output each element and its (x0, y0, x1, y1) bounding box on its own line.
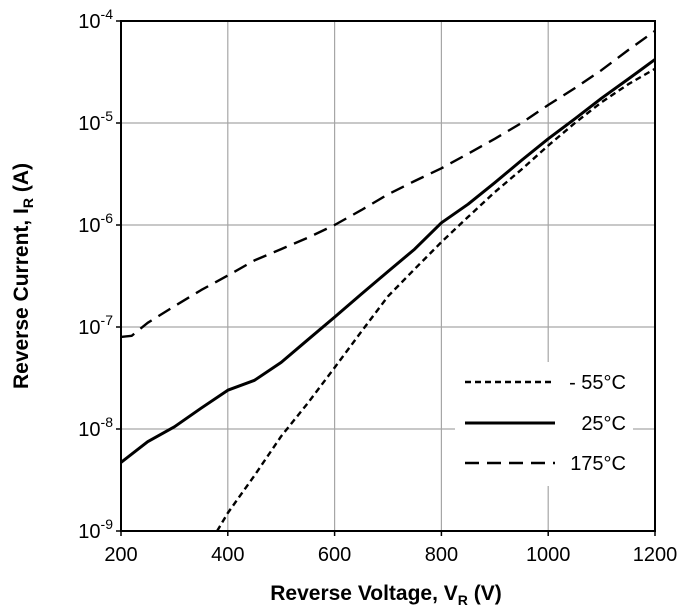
x-tick-labels: 200 400 600 800 1000 1200 (104, 531, 677, 566)
x-tick-label: 200 (104, 544, 137, 566)
y-tick-label: 10-8 (78, 414, 113, 441)
y-tick-exponent: -7 (101, 312, 114, 328)
x-tick-label: 1000 (526, 544, 571, 566)
x-axis-title-subscript: R (458, 592, 468, 608)
legend-label-0: - 55°C (569, 372, 626, 394)
y-tick-exponent: -9 (101, 516, 114, 532)
y-tick-label: 10-4 (78, 6, 113, 33)
x-axis-title: Reverse Voltage, VR (V) (270, 582, 502, 608)
legend: - 55°C 25°C 175°C (455, 362, 633, 486)
plot-area-frame (120, 20, 656, 532)
y-tick-labels: 10-910-810-710-610-510-4 (78, 6, 121, 543)
y-axis-title-subscript: R (20, 198, 36, 208)
y-tick-base: 10 (78, 419, 100, 441)
y-tick-exponent: -6 (101, 210, 114, 226)
x-axis-title-unit: (V) (468, 582, 502, 605)
series-line-0 (216, 67, 656, 532)
y-tick-label: 10-6 (78, 210, 113, 237)
y-tick-label: 10-7 (78, 312, 113, 339)
x-tick-label: 800 (425, 544, 458, 566)
legend-label-1: 25°C (581, 413, 626, 435)
y-tick-base: 10 (78, 521, 100, 543)
series-lines (120, 29, 656, 532)
y-tick-label: 10-5 (78, 108, 113, 135)
y-axis-title-main: Reverse Current, I (10, 208, 33, 389)
legend-label-2: 175°C (570, 453, 626, 475)
y-tick-base: 10 (78, 215, 100, 237)
y-tick-exponent: -8 (101, 414, 114, 430)
x-tick-label: 400 (211, 544, 244, 566)
x-tick-label: 1200 (633, 544, 678, 566)
y-tick-base: 10 (78, 11, 100, 33)
y-tick-exponent: -5 (101, 108, 114, 124)
x-tick-label: 600 (318, 544, 351, 566)
y-axis-title-unit: (A) (10, 163, 33, 198)
y-tick-base: 10 (78, 317, 100, 339)
series-line-2 (120, 29, 656, 339)
y-tick-label: 10-9 (78, 516, 113, 543)
y-tick-base: 10 (78, 113, 100, 135)
y-axis-title: Reverse Current, IR (A) (10, 163, 36, 389)
y-tick-exponent: -4 (101, 6, 114, 22)
x-axis-title-main: Reverse Voltage, V (270, 582, 458, 605)
series-line-1 (120, 58, 656, 464)
